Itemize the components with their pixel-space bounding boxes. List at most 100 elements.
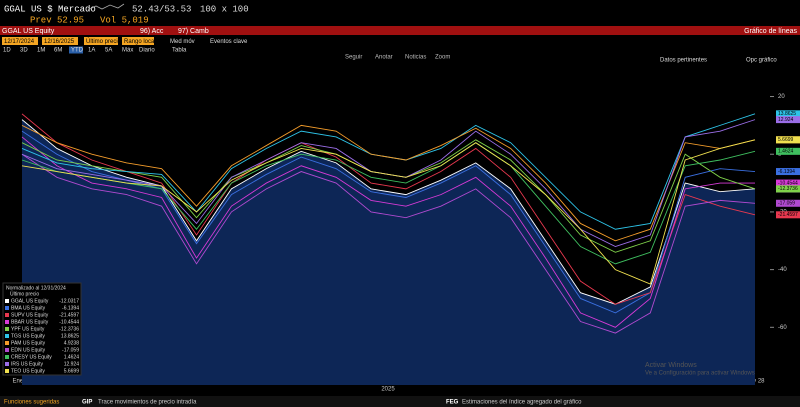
legend-value: -17.059 [62,347,79,353]
last-tag-label: 1.4624 [778,149,794,155]
series-line [21,113,756,305]
legend-swatch [5,327,9,331]
series-line [21,153,756,334]
quote: 52.43/53.53 [132,4,191,14]
relevant[interactable]: Datos pertinentes [660,58,707,64]
ticker: GGAL US $ Mercado [4,4,96,14]
legend-swatch [5,334,9,338]
legend-subtitle: Último precio [10,290,39,297]
series-line [21,139,756,285]
last-tag-label: 5.6699 [778,137,794,143]
period[interactable]: 1D [3,48,11,54]
period-active [69,46,83,54]
period[interactable]: 3D [20,48,28,54]
period[interactable]: 6M [54,48,62,54]
legend-swatch [5,306,9,310]
watermark: Ve a Configuración para activar Windows [645,371,755,377]
legend-name: PAM US Equity [11,340,46,346]
period[interactable]: YTD [71,48,84,54]
series-line [21,136,755,328]
legend-name: CRESY US Equity [11,354,52,360]
series-line [21,142,756,265]
last-tag [776,185,800,193]
legend-value: -12.3736 [59,326,79,332]
x-tick-label: Nov 28 [745,379,765,385]
legend-value: -12.0317 [59,298,79,304]
legend-name: YPF US Equity [11,326,45,332]
last-tag-label: -21.4597 [778,212,798,218]
events[interactable]: Eventos clave [210,39,248,45]
y-tick-label: -40 [778,267,787,273]
last-tag [776,136,800,144]
period[interactable]: 1A [88,48,95,54]
legend-swatch [5,341,9,345]
tool[interactable]: Noticias [405,55,426,61]
series-line [21,124,756,242]
period[interactable]: 1M [37,48,45,54]
legend-value: -6.1394 [62,305,79,311]
gip[interactable]: Trace movimientos de precio intradía [98,400,197,406]
period[interactable]: Diario [139,48,155,54]
legend-value: 5.6699 [64,368,80,374]
gip-code[interactable]: GIP [82,400,92,406]
field-box[interactable] [84,37,118,45]
legend-name: TEO US Equity [11,368,45,374]
ma[interactable]: Med móv [170,39,195,45]
legend-swatch [5,348,9,352]
series-line [21,119,756,305]
range[interactable]: Rango local [124,39,156,45]
last-tag [776,168,800,176]
date-to[interactable]: 12/16/2025 [44,39,75,45]
acc-menu[interactable]: 96) Acc [140,28,164,35]
last-tag [776,199,800,207]
sparkline [87,3,125,11]
tool[interactable]: Zoom [435,55,450,61]
feg[interactable]: Estimaciones del índice agregado del grá… [462,400,582,406]
date-box[interactable] [2,37,38,45]
period-bar: 1D 3D 1M 6M YTD 1A 5A Máx Diario [3,46,155,54]
legend-name: SUPV US Equity [11,312,49,318]
legend-name: TGS US Equity [11,333,45,339]
watermark: Activar Windows [645,362,697,369]
last-tag [776,116,800,124]
legend-swatch [5,369,9,373]
legend-value: 12.924 [64,361,80,367]
legend-name: EDN US Equity [11,347,46,353]
date-from[interactable]: 12/17/2024 [4,39,35,45]
area [22,119,755,385]
legend-value: -21.4597 [59,312,79,318]
table-button[interactable]: Tabla [172,48,187,54]
legend-name: BMA US Equity [11,305,46,311]
chart-kind: Gráfico de líneas [744,28,797,35]
legend-value: 1.4624 [64,354,80,360]
suggested: Funciones sugeridas [4,400,59,406]
last-tag [776,179,800,187]
legend-swatch [5,299,9,303]
legend-box [2,282,82,376]
legend-title: Normalizado al 12/31/2024 [6,285,66,291]
range-box[interactable] [122,37,154,45]
legend-name: GGAL US Equity [11,298,49,304]
last-tag-label: 12.924 [778,117,794,123]
legend-swatch [5,355,9,359]
legend-value: 13.8625 [61,333,79,339]
feg-code[interactable]: FEG [446,400,459,406]
tool[interactable]: Anotar [375,55,393,61]
options[interactable]: Opc gráfico [746,58,777,64]
tool[interactable]: Seguir [345,55,362,61]
period[interactable]: Máx [122,48,133,54]
last-tag-label: -6.1394 [778,169,795,175]
year-label: 2025 [381,387,395,393]
security[interactable]: GGAL US Equity [2,28,55,35]
field[interactable]: Último precio [86,38,122,45]
y-tick-label: -60 [778,325,787,331]
last-tag [776,110,800,118]
date-box[interactable] [42,37,78,45]
footer-bar [0,396,800,407]
last-tag-label: -10.4544 [778,180,798,186]
legend-swatch [5,362,9,366]
camb-menu[interactable]: 97) Camb [178,28,209,35]
period[interactable]: 5A [105,48,112,54]
